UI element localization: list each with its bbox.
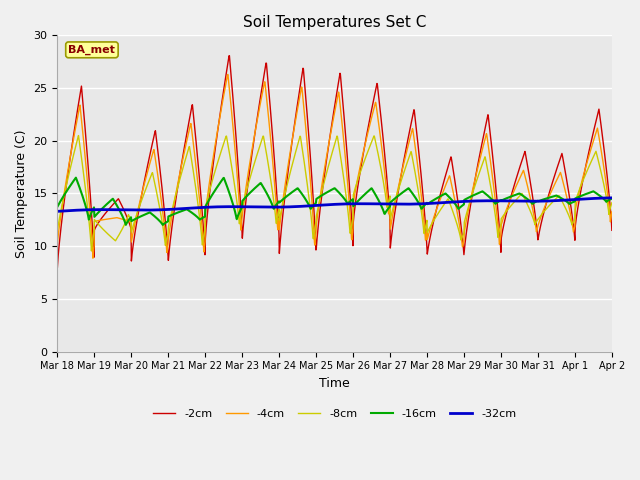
-32cm — [119, 207, 127, 213]
-2cm — [301, 79, 308, 85]
-2cm — [289, 132, 297, 138]
Line: -4cm: -4cm — [58, 74, 612, 258]
-4cm — [311, 242, 319, 248]
-4cm — [224, 72, 232, 77]
-8cm — [75, 132, 83, 138]
-8cm — [370, 134, 378, 140]
X-axis label: Time: Time — [319, 377, 350, 390]
Legend: -2cm, -4cm, -8cm, -16cm, -32cm: -2cm, -4cm, -8cm, -16cm, -32cm — [148, 405, 521, 423]
Title: Soil Temperatures Set C: Soil Temperatures Set C — [243, 15, 426, 30]
-32cm — [369, 201, 377, 207]
-2cm — [369, 98, 377, 104]
Y-axis label: Soil Temperature (C): Soil Temperature (C) — [15, 129, 28, 258]
-32cm — [289, 204, 296, 210]
-16cm — [370, 189, 378, 194]
-8cm — [54, 227, 61, 233]
Line: -32cm: -32cm — [58, 198, 612, 211]
-4cm — [89, 255, 97, 261]
-8cm — [289, 157, 297, 163]
-4cm — [301, 115, 308, 121]
-32cm — [310, 203, 318, 208]
-16cm — [289, 188, 297, 194]
Line: -16cm: -16cm — [58, 178, 612, 225]
-16cm — [97, 207, 104, 213]
-16cm — [159, 222, 166, 228]
-8cm — [301, 164, 308, 169]
-32cm — [97, 207, 104, 213]
Text: BA_met: BA_met — [68, 45, 115, 55]
-32cm — [54, 208, 61, 214]
-4cm — [120, 216, 127, 222]
-4cm — [289, 130, 297, 136]
-8cm — [97, 224, 105, 230]
-16cm — [54, 204, 61, 210]
-2cm — [225, 53, 233, 59]
-16cm — [120, 215, 127, 221]
-2cm — [97, 217, 104, 223]
-32cm — [608, 195, 616, 201]
-16cm — [72, 175, 80, 180]
-16cm — [301, 195, 308, 201]
-8cm — [88, 248, 95, 254]
-16cm — [311, 201, 319, 207]
-2cm — [608, 228, 616, 233]
-4cm — [54, 240, 61, 245]
-2cm — [310, 217, 318, 223]
-32cm — [300, 204, 308, 209]
Line: -8cm: -8cm — [58, 135, 612, 251]
-8cm — [120, 224, 127, 229]
-2cm — [119, 205, 127, 211]
-4cm — [97, 217, 104, 223]
-2cm — [54, 264, 61, 270]
-4cm — [608, 209, 616, 215]
-4cm — [370, 107, 378, 112]
-8cm — [608, 200, 616, 205]
-8cm — [311, 226, 319, 231]
-16cm — [608, 196, 616, 202]
Line: -2cm: -2cm — [58, 56, 612, 267]
